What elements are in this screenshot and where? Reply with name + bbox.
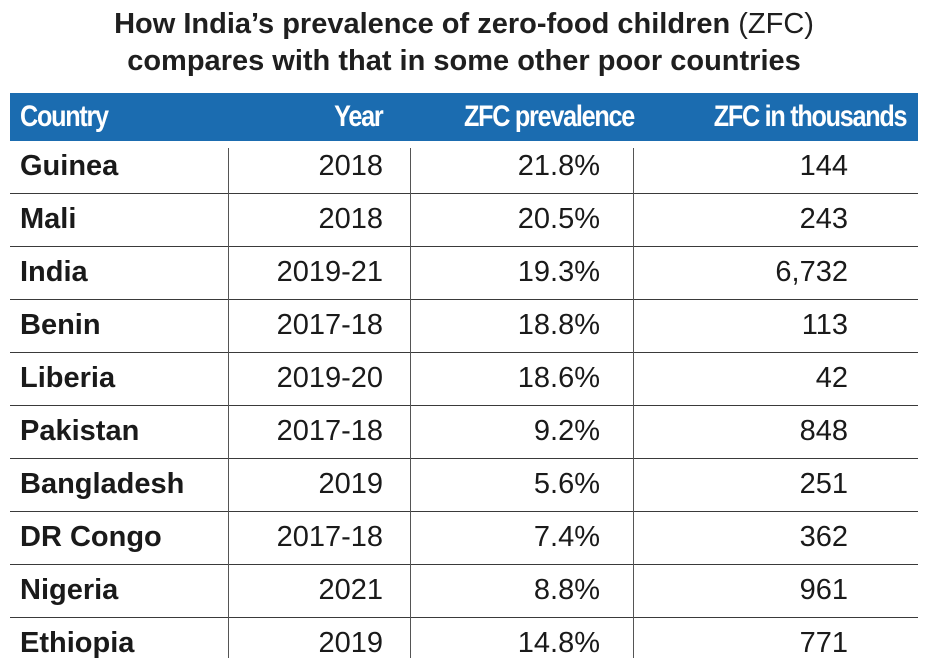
title-abbreviation: (ZFC) <box>738 8 814 40</box>
title-main-text: How India’s prevalence of zero-food chil… <box>114 8 731 40</box>
table-row: Mali 2018 20.5% 243 <box>10 194 918 247</box>
cell-country: Liberia <box>20 362 116 394</box>
cell-year: 2017-18 <box>276 309 383 341</box>
cell-year: 2018 <box>318 203 383 235</box>
cell-country: DR Congo <box>20 521 162 553</box>
cell-zfc-prevalence: 20.5% <box>517 203 600 235</box>
cell-country: Mali <box>20 203 77 235</box>
cell-year: 2017-18 <box>276 415 383 447</box>
cell-country: Guinea <box>20 150 119 182</box>
table-row: India 2019-21 19.3% 6,732 <box>10 247 918 300</box>
cell-zfc-prevalence: 8.8% <box>533 574 600 606</box>
column-header-zfc-prevalence: ZFC prevalence <box>463 100 635 133</box>
cell-zfc-prevalence: 7.4% <box>533 521 600 553</box>
cell-zfc-prevalence: 18.8% <box>517 309 600 341</box>
table-header: Country Year ZFC prevalence ZFC in thous… <box>10 93 918 141</box>
cell-zfc-thousands: 961 <box>799 574 848 606</box>
table-row: Pakistan 2017-18 9.2% 848 <box>10 406 918 459</box>
table-body: Guinea 2018 21.8% 144 Mali 2018 20.5% 243 India 2… <box>10 141 918 670</box>
cell-year: 2021 <box>318 574 383 606</box>
cell-country: Benin <box>20 309 101 341</box>
cell-zfc-thousands: 144 <box>799 150 848 182</box>
cell-zfc-prevalence: 21.8% <box>517 150 600 182</box>
cell-zfc-thousands: 251 <box>799 468 848 500</box>
table-row: Guinea 2018 21.8% 144 <box>10 141 918 194</box>
cell-zfc-thousands: 771 <box>799 627 848 659</box>
column-divider-2 <box>410 148 411 658</box>
cell-year: 2019-20 <box>276 362 383 394</box>
column-header-zfc-thousands: ZFC in thousands <box>713 100 907 133</box>
cell-country: Ethiopia <box>20 627 135 659</box>
cell-year: 2019-21 <box>276 256 383 288</box>
column-header-country: Country <box>20 100 109 133</box>
cell-year: 2018 <box>318 150 383 182</box>
title-line-2: compares with that in some other poor co… <box>127 45 801 77</box>
cell-zfc-prevalence: 5.6% <box>533 468 600 500</box>
cell-zfc-prevalence: 18.6% <box>517 362 600 394</box>
cell-country: Nigeria <box>20 574 119 606</box>
chart-title: How India’s prevalence of zero-food chil… <box>0 6 928 80</box>
cell-country: Bangladesh <box>20 468 185 500</box>
cell-zfc-thousands: 6,732 <box>775 256 848 288</box>
table-row: Liberia 2019-20 18.6% 42 <box>10 353 918 406</box>
cell-zfc-thousands: 848 <box>799 415 848 447</box>
cell-zfc-prevalence: 14.8% <box>517 627 600 659</box>
column-header-year: Year <box>333 100 383 133</box>
table-row: Ethiopia 2019 14.8% 771 <box>10 618 918 670</box>
cell-zfc-thousands: 243 <box>799 203 848 235</box>
column-divider-3 <box>633 148 634 658</box>
cell-zfc-thousands: 113 <box>801 309 848 341</box>
cell-zfc-prevalence: 19.3% <box>517 256 600 288</box>
title-line-1: How India’s prevalence of zero-food chil… <box>0 6 928 43</box>
cell-zfc-prevalence: 9.2% <box>533 415 600 447</box>
cell-zfc-thousands: 42 <box>815 362 848 394</box>
cell-country: India <box>20 256 88 288</box>
table-row: DR Congo 2017-18 7.4% 362 <box>10 512 918 565</box>
column-divider-1 <box>228 148 229 658</box>
table-row: Nigeria 2021 8.8% 961 <box>10 565 918 618</box>
table-row: Bangladesh 2019 5.6% 251 <box>10 459 918 512</box>
table-row: Benin 2017-18 18.8% 113 <box>10 300 918 353</box>
cell-year: 2019 <box>318 468 383 500</box>
cell-zfc-thousands: 362 <box>799 521 848 553</box>
cell-country: Pakistan <box>20 415 140 447</box>
cell-year: 2019 <box>318 627 383 659</box>
cell-year: 2017-18 <box>276 521 383 553</box>
